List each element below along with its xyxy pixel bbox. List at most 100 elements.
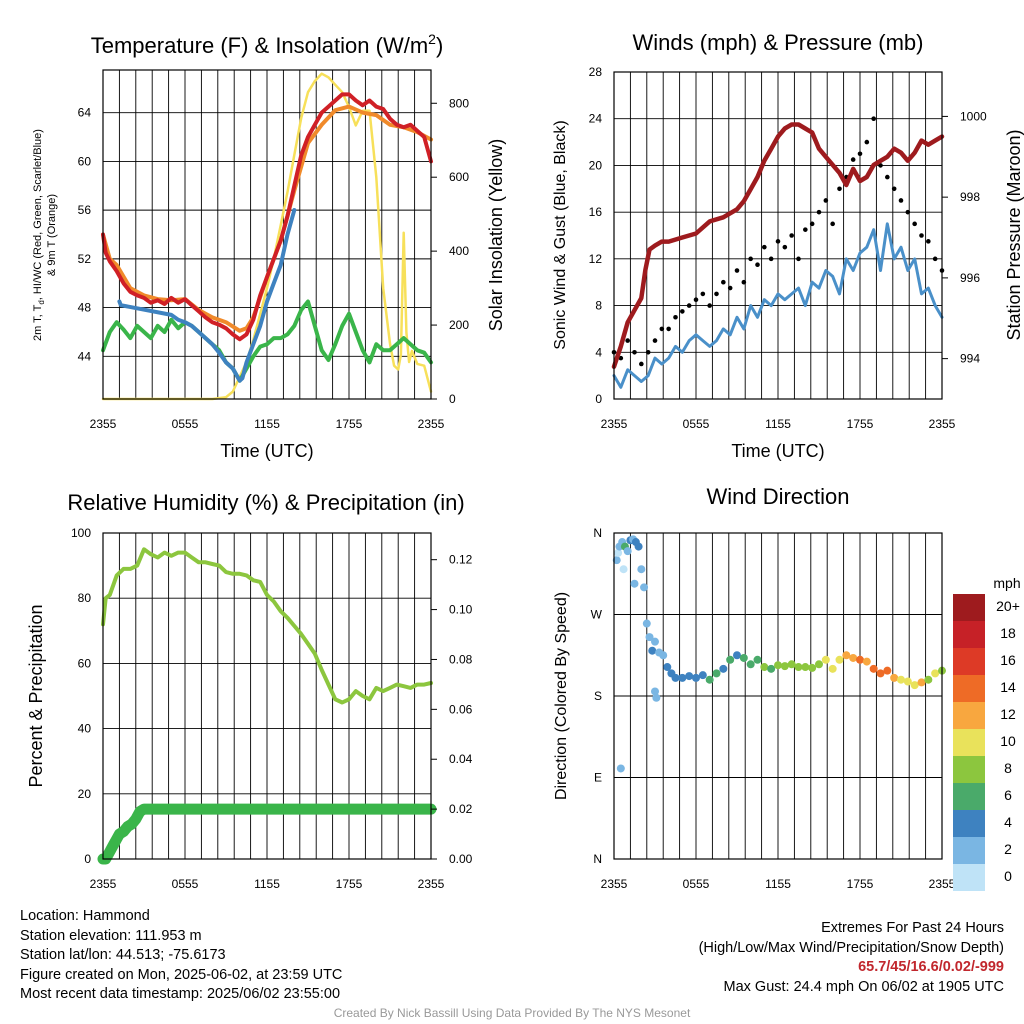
series-gust-point (666, 326, 671, 332)
wind-xtick-label: 1155 (765, 417, 791, 431)
temp-xtick-label: 0555 (172, 417, 199, 431)
direction-point (634, 542, 643, 551)
rh-xtick-label: 0555 (172, 877, 199, 891)
recent-timestamp: Most recent data timestamp: 2025/06/02 2… (20, 986, 341, 1002)
dir-ylabel-left: Direction (Colored By Speed) (553, 592, 570, 800)
series-gust-point (905, 209, 911, 215)
series-td-line (101, 299, 433, 383)
direction-point (890, 673, 899, 682)
direction-point (692, 673, 700, 682)
series-gust-point (625, 338, 630, 343)
temp-ylabel-right: Solar Insolation (Yellow) (486, 139, 506, 331)
wind-xtick-label: 2355 (929, 417, 956, 431)
series-gust-point (734, 268, 740, 273)
dir-xtick-label: 2355 (929, 877, 956, 891)
wind-ytick-label: 8 (595, 299, 602, 313)
temp-ytick-label: 60 (78, 154, 92, 168)
temp-axes: 44 48 52 56 60 64 0 200 400 600 800 2355 0555 1155 175… (78, 69, 469, 431)
direction-point (619, 565, 628, 574)
rh-y2tick-label: 0.08 (449, 652, 473, 666)
rh-title: Relative Humidity (%) & Precipitation (i… (67, 490, 464, 515)
wind-xtick-label: 2355 (601, 417, 628, 431)
temp-title: Temperature (F) & Insolation (W/m2) (91, 31, 444, 58)
temp-xtick-label: 2355 (90, 417, 117, 431)
dir-xtick-label: 1755 (847, 877, 874, 891)
series-gust-point (659, 326, 665, 332)
series-gust-point (796, 256, 801, 262)
series-gust-point (864, 139, 870, 145)
series-station-pressure-line (611, 122, 945, 369)
direction-point (842, 651, 851, 660)
series-gust-point (912, 221, 917, 227)
rh-frame (102, 532, 432, 860)
series-gust-point (857, 151, 863, 157)
direction-point (808, 663, 817, 672)
rh-ylabel-left: Percent & Precipitation (26, 604, 46, 787)
dir-xtick-label: 1155 (765, 877, 791, 891)
direction-point (767, 664, 776, 673)
direction-point (746, 660, 755, 669)
colorbar-label: 18 (1000, 625, 1016, 641)
series-gust-point (803, 227, 808, 232)
direction-point (917, 678, 926, 687)
station-latlon: Station lat/lon: 44.513; -75.6173 (20, 947, 226, 963)
temp-ylabel-left: 2m T, Td, HI/WC (Red, Green, Scarlet/Blu… (32, 129, 46, 341)
temp-ytick-label: 56 (78, 203, 92, 217)
colorbar-label: 6 (1004, 787, 1012, 803)
temp-xtick-label: 2355 (418, 417, 445, 431)
direction-point (719, 664, 728, 673)
colorbar-label: 2 (1004, 841, 1012, 857)
direction-point (663, 663, 672, 672)
series-gust-point (741, 279, 747, 285)
wind-title: Winds (mph) & Pressure (mb) (633, 30, 924, 55)
direction-point (910, 681, 919, 690)
temp-grid (103, 70, 431, 399)
colorbar-swatch (953, 621, 985, 648)
colorbar-label: 16 (1000, 652, 1016, 668)
rh-ytick-label: 60 (78, 656, 92, 670)
wind-y2tick-label: 998 (960, 190, 980, 204)
direction-point (794, 663, 803, 672)
colorbar-swatch (953, 783, 985, 810)
wind-frame (613, 71, 943, 400)
temp-ytick-label: 44 (78, 349, 92, 363)
extremes-subheading: (High/Low/Max Wind/Precipitation/Snow De… (698, 939, 1004, 956)
series-gust-point (878, 163, 883, 168)
series-gust-point (700, 291, 706, 297)
colorbar-swatch (953, 810, 985, 837)
direction-point (652, 693, 661, 702)
colorbar-label: 20+ (996, 598, 1020, 614)
wind-ytick-label: 16 (589, 205, 603, 219)
temp-y2tick-label: 800 (449, 96, 469, 110)
colorbar-label: 12 (1000, 706, 1016, 722)
temp-frame (102, 69, 432, 400)
colorbar-label: 8 (1004, 760, 1012, 776)
temp-y2tick-label: 200 (449, 318, 469, 332)
direction-point (835, 655, 844, 664)
direction-point (897, 675, 905, 684)
direction-point (903, 677, 912, 686)
temp-data (101, 72, 433, 401)
direction-point (637, 565, 646, 574)
series-gust-point (768, 256, 774, 262)
dir-xtick-label: 0555 (683, 877, 710, 891)
direction-point (616, 764, 625, 773)
direction-point (630, 579, 639, 588)
direction-point (645, 633, 654, 642)
series-gust-point (714, 291, 719, 297)
colorbar-label: 0 (1004, 868, 1012, 884)
series-gust-point (693, 297, 699, 303)
colorbar-swatch (953, 756, 985, 783)
credit-footer: Created By Nick Bassill Using Data Provi… (333, 1006, 691, 1020)
wind-axes: 0 4 8 12 16 20 24 28 994 996 998 1000 2355 0555 1155 17… (589, 65, 987, 431)
rh-ytick-label: 0 (84, 852, 91, 866)
rh-y2tick-label: 0.12 (449, 553, 473, 567)
temp-xtick-label: 1155 (254, 417, 280, 431)
series-precipitation-line (97, 803, 437, 865)
direction-point (780, 662, 789, 671)
wind-data (611, 116, 945, 389)
series-gust-point (755, 262, 760, 267)
wind-ylabel-left: Sonic Wind & Gust (Blue, Black) (552, 120, 569, 349)
series-gust-point (721, 279, 726, 285)
station-elevation: Station elevation: 111.953 m (20, 927, 202, 944)
